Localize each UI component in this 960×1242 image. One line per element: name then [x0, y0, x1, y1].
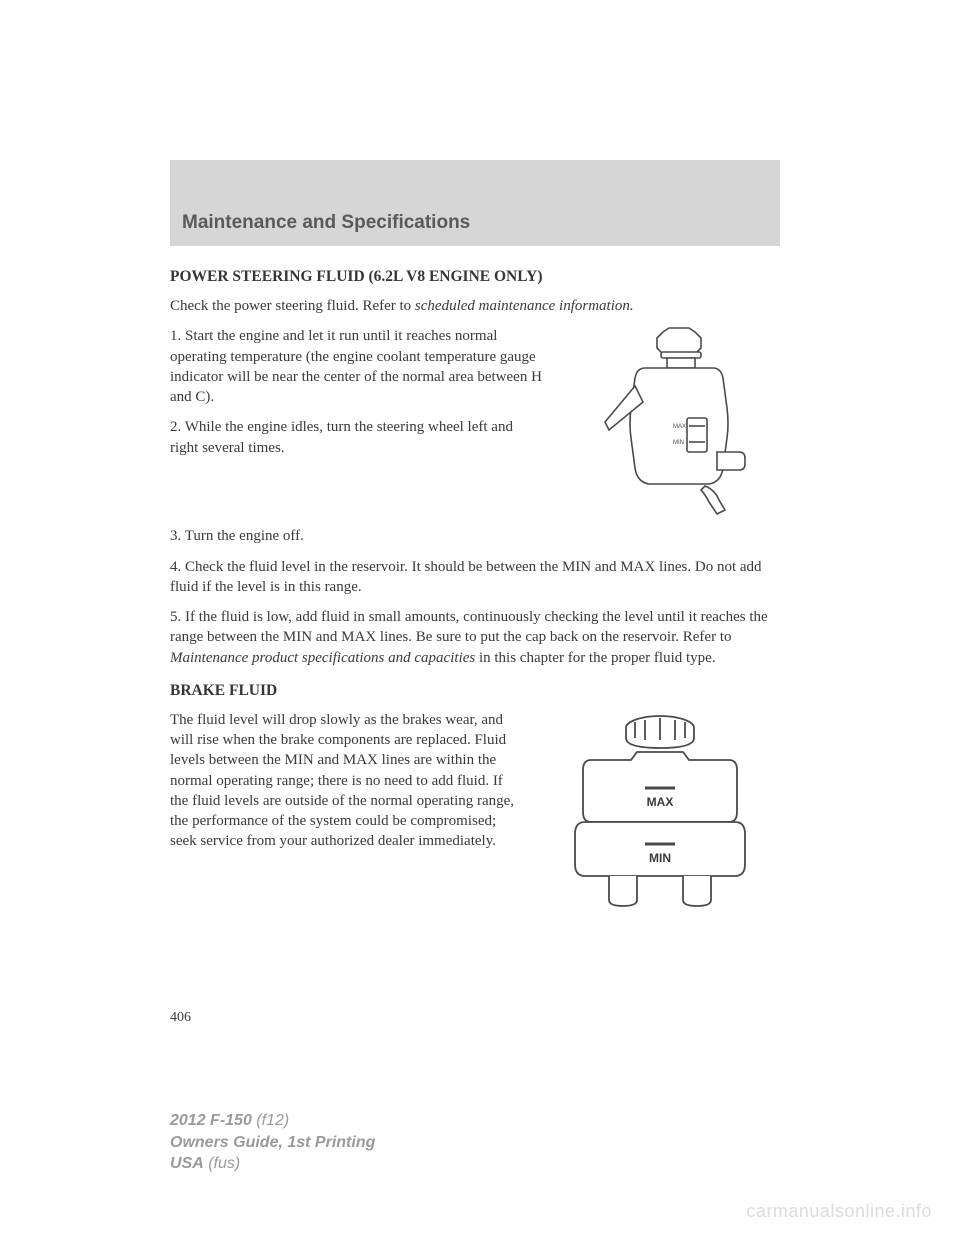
page-content: POWER STEERING FLUID (6.2L V8 ENGINE ONL…: [170, 268, 780, 910]
ps-step-1: 1. Start the engine and let it run until…: [170, 326, 542, 407]
ps-fluid-heading: POWER STEERING FLUID (6.2L V8 ENGINE ONL…: [170, 268, 780, 286]
footer-region: USA: [170, 1155, 204, 1172]
ps-max-label: MAX: [673, 424, 686, 430]
section-header-title: Maintenance and Specifications: [182, 212, 470, 234]
brake-reservoir-icon: MAX MIN: [545, 710, 775, 910]
ps-step-3: 3. Turn the engine off.: [170, 526, 780, 546]
brake-reservoir-figure: MAX MIN: [540, 710, 780, 910]
brake-fluid-heading: BRAKE FLUID: [170, 682, 780, 700]
brake-min-label: MIN: [649, 851, 671, 865]
document-page: Maintenance and Specifications POWER STE…: [0, 0, 960, 1242]
brake-fluid-textcol: The fluid level will drop slowly as the …: [170, 710, 522, 910]
ps-step-5: 5. If the fluid is low, add fluid in sma…: [170, 607, 780, 668]
section-header-band: Maintenance and Specifications: [170, 160, 780, 246]
ps-reservoir-figure: MAX MIN: [560, 326, 780, 526]
ps-fluid-row: 1. Start the engine and let it run until…: [170, 326, 780, 526]
ps-step-4: 4. Check the fluid level in the reservoi…: [170, 557, 780, 598]
ps-reservoir-icon: MAX MIN: [575, 326, 765, 526]
ps-step5-italic: Maintenance product specifications and c…: [170, 650, 475, 666]
ps-min-label: MIN: [673, 440, 684, 446]
footer-line-1: 2012 F-150 (f12): [170, 1110, 375, 1132]
footer-code1: (f12): [252, 1112, 289, 1129]
brake-fluid-body: The fluid level will drop slowly as the …: [170, 710, 522, 852]
ps-step5b: in this chapter for the proper fluid typ…: [475, 650, 715, 666]
brake-max-label: MAX: [647, 795, 674, 809]
ps-intro-plain: Check the power steering fluid. Refer to: [170, 298, 415, 314]
footer-code2: (fus): [204, 1155, 240, 1172]
footer-block: 2012 F-150 (f12) Owners Guide, 1st Print…: [170, 1110, 375, 1175]
brake-fluid-row: The fluid level will drop slowly as the …: [170, 710, 780, 910]
page-number: 406: [170, 1010, 191, 1026]
footer-line-3: USA (fus): [170, 1153, 375, 1175]
ps-step-2: 2. While the engine idles, turn the stee…: [170, 417, 542, 458]
ps-fluid-textcol: 1. Start the engine and let it run until…: [170, 326, 542, 526]
ps-fluid-intro: Check the power steering fluid. Refer to…: [170, 296, 780, 316]
watermark-text: carmanualsonline.info: [746, 1201, 932, 1222]
ps-intro-italic: scheduled maintenance information.: [415, 298, 634, 314]
footer-line-2: Owners Guide, 1st Printing: [170, 1132, 375, 1154]
footer-model: 2012 F-150: [170, 1112, 252, 1129]
ps-step5a: 5. If the fluid is low, add fluid in sma…: [170, 609, 768, 645]
